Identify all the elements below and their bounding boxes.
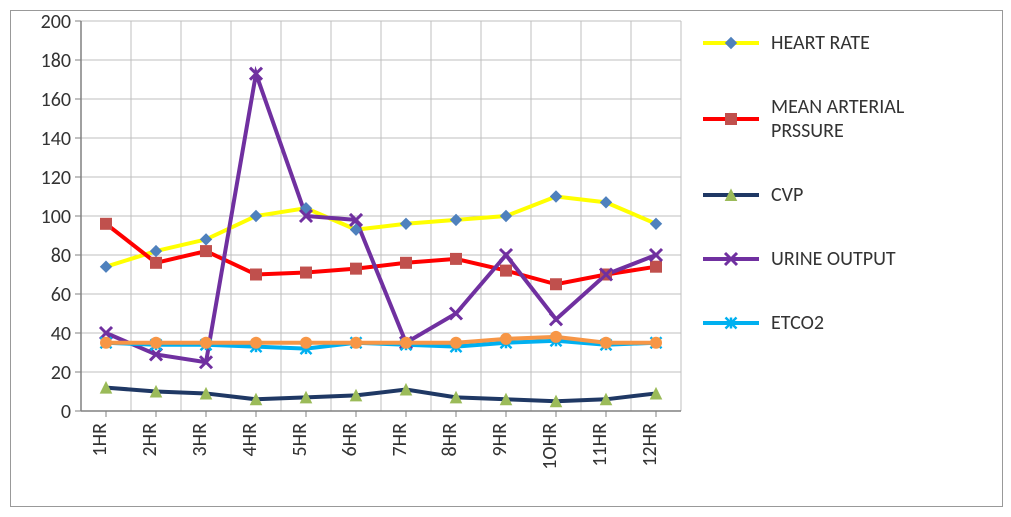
legend-label: HEART RATE [771, 31, 870, 55]
svg-text:40: 40 [51, 322, 71, 346]
svg-text:1HR: 1HR [88, 423, 112, 457]
legend-item: CVP [701, 183, 992, 207]
legend-label: URINE OUTPUT [771, 247, 896, 271]
svg-text:80: 80 [51, 244, 71, 268]
legend-marker-icon [701, 183, 761, 207]
svg-text:9HR: 9HR [488, 423, 512, 457]
legend-marker-icon [701, 311, 761, 335]
svg-text:140: 140 [41, 127, 71, 151]
legend-item: HEART RATE [701, 31, 992, 55]
legend-label: ETCO2 [771, 311, 824, 335]
chart-container: 0 20 40 60 80 100 120 140 160 180 200 1HR 2HR 3HR 4HR 5… [10, 10, 1003, 507]
svg-text:4HR: 4HR [238, 423, 262, 457]
svg-text:200: 200 [41, 11, 71, 34]
legend-item: URINE OUTPUT [701, 247, 992, 271]
svg-text:20: 20 [51, 361, 71, 385]
legend-label: CVP [771, 183, 803, 207]
svg-text:180: 180 [41, 49, 71, 73]
svg-text:12HR: 12HR [638, 423, 662, 467]
svg-text:3HR: 3HR [188, 423, 212, 457]
legend-marker-icon [701, 31, 761, 55]
svg-text:160: 160 [41, 88, 71, 112]
svg-text:1OHR: 1OHR [538, 423, 562, 470]
legend-label: MEAN ARTERIAL PRSSURE [771, 95, 904, 143]
svg-text:7HR: 7HR [388, 423, 412, 457]
svg-text:8HR: 8HR [438, 423, 462, 457]
svg-text:6HR: 6HR [338, 423, 362, 457]
svg-text:60: 60 [51, 283, 71, 307]
legend-item: MEAN ARTERIAL PRSSURE [701, 95, 992, 143]
svg-text:100: 100 [41, 205, 71, 229]
chart-svg: 0 20 40 60 80 100 120 140 160 180 200 1HR 2HR 3HR 4HR 5… [11, 11, 691, 506]
legend-marker-icon [701, 107, 761, 131]
legend-marker-icon [701, 247, 761, 271]
svg-text:120: 120 [41, 166, 71, 190]
plot-area: 0 20 40 60 80 100 120 140 160 180 200 1HR 2HR 3HR 4HR 5… [11, 11, 691, 506]
svg-text:0: 0 [61, 400, 71, 424]
svg-text:11HR: 11HR [588, 423, 612, 467]
svg-text:5HR: 5HR [288, 423, 312, 457]
svg-text:2HR: 2HR [138, 423, 162, 457]
legend-item: ETCO2 [701, 311, 992, 335]
legend: HEART RATE MEAN ARTERIAL PRSSURE CVP URINE … [691, 11, 1002, 506]
